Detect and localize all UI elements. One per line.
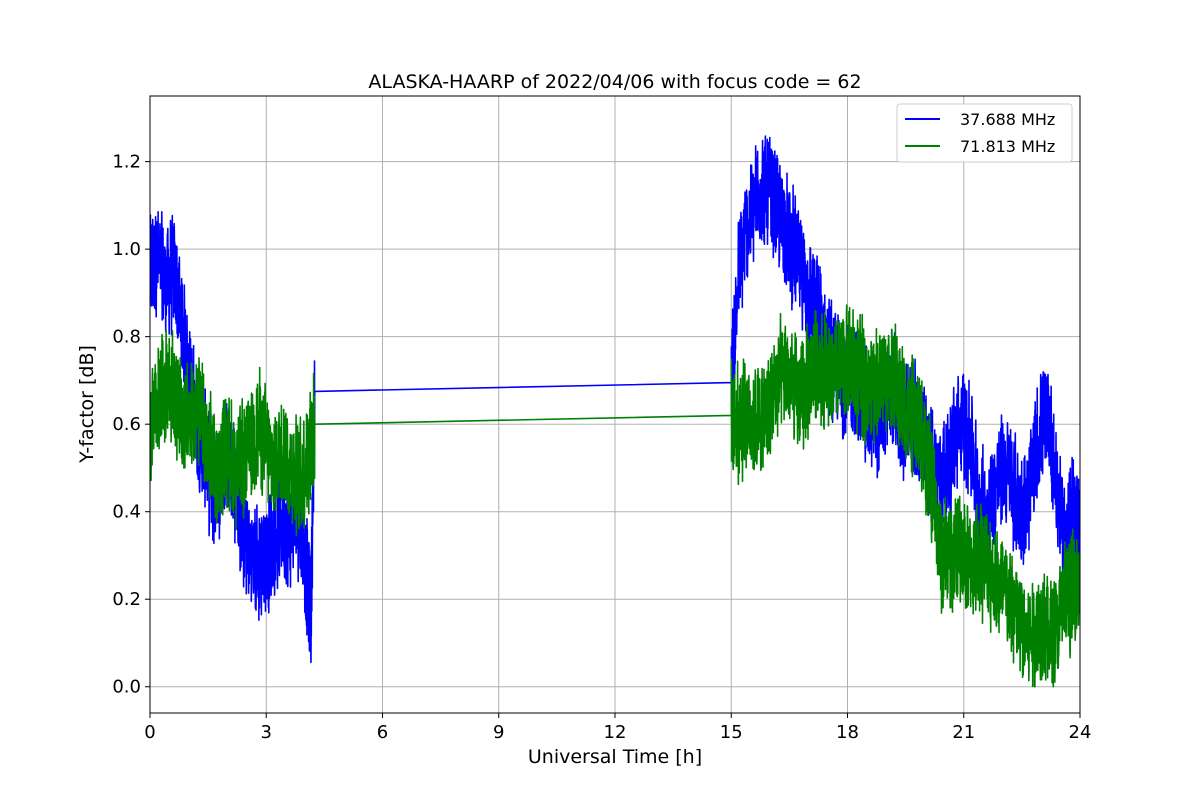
y-tick-label: 0.0 bbox=[112, 677, 141, 698]
y-tick-label: 0.2 bbox=[112, 589, 141, 610]
x-tick-label: 0 bbox=[144, 722, 155, 743]
legend-label-series-2: 71.813 MHz bbox=[960, 137, 1055, 156]
y-tick-label: 1.2 bbox=[112, 152, 141, 173]
x-tick-label: 24 bbox=[1069, 722, 1092, 743]
y-axis-label: Y-factor [dB] bbox=[76, 345, 98, 464]
x-tick-label: 12 bbox=[604, 722, 627, 743]
x-axis-label: Universal Time [h] bbox=[528, 746, 702, 768]
x-tick-label: 9 bbox=[493, 722, 504, 743]
y-tick-label: 0.4 bbox=[112, 502, 141, 523]
series-layer bbox=[150, 135, 1080, 688]
x-tick-label: 6 bbox=[377, 722, 388, 743]
legend-label-series-1: 37.688 MHz bbox=[960, 110, 1055, 129]
ticks: 0 3 6 9 12 15 18 21 24 0.0 0.2 0.4 0.6 0.8 1.0 1.2 bbox=[112, 152, 1091, 743]
y-tick-label: 1.0 bbox=[112, 239, 141, 260]
y-tick-label: 0.8 bbox=[112, 327, 141, 348]
y-tick-label: 0.6 bbox=[112, 414, 141, 435]
series-line-2 bbox=[150, 304, 1080, 688]
x-tick-label: 15 bbox=[720, 722, 743, 743]
legend-box bbox=[896, 103, 1073, 163]
x-tick-label: 3 bbox=[261, 722, 272, 743]
chart-title: ALASKA-HAARP of 2022/04/06 with focus co… bbox=[368, 71, 861, 93]
x-tick-label: 18 bbox=[836, 722, 859, 743]
x-tick-label: 21 bbox=[952, 722, 975, 743]
legend: 37.688 MHz 71.813 MHz bbox=[896, 103, 1073, 163]
